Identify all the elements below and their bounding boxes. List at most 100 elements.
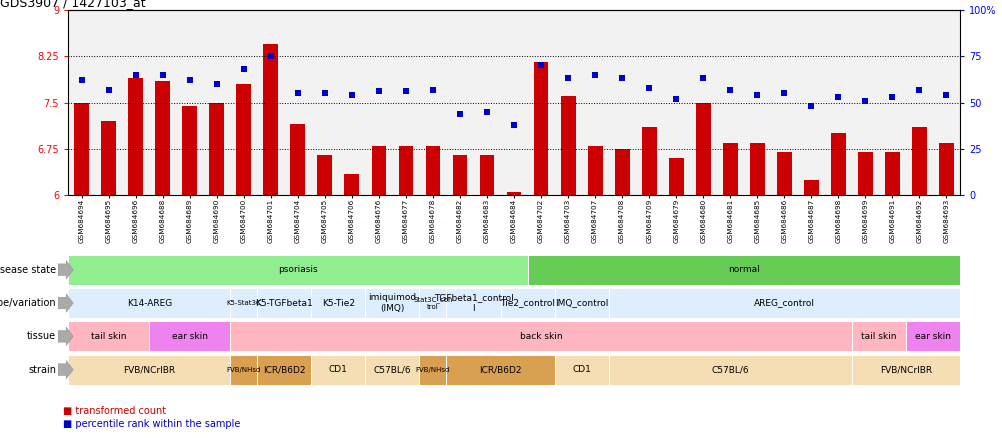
Bar bbox=[884, 152, 899, 195]
Bar bbox=[776, 152, 791, 195]
Bar bbox=[236, 84, 252, 195]
Point bbox=[100, 86, 116, 93]
Bar bbox=[911, 127, 926, 195]
Point bbox=[803, 103, 819, 110]
Bar bbox=[101, 121, 116, 195]
Point bbox=[263, 53, 279, 60]
Bar bbox=[371, 146, 386, 195]
Text: FVB/NCrIBR: FVB/NCrIBR bbox=[123, 365, 175, 374]
Point bbox=[532, 62, 548, 69]
Text: IMQ_control: IMQ_control bbox=[554, 298, 607, 308]
Point bbox=[721, 86, 737, 93]
Point bbox=[506, 121, 522, 128]
Bar bbox=[506, 192, 521, 195]
Bar bbox=[264, 44, 278, 195]
Point bbox=[425, 86, 441, 93]
Point bbox=[371, 88, 387, 95]
Text: Stat3C_con
trol: Stat3C_con trol bbox=[413, 296, 452, 310]
Point bbox=[586, 71, 602, 78]
Bar bbox=[749, 143, 764, 195]
Bar bbox=[425, 146, 440, 195]
Text: back skin: back skin bbox=[519, 332, 562, 341]
Point bbox=[559, 75, 575, 82]
Bar bbox=[803, 180, 818, 195]
Point bbox=[776, 90, 792, 97]
Point bbox=[667, 95, 683, 103]
Text: Tie2_control: Tie2_control bbox=[500, 298, 554, 308]
Text: imiquimod
(IMQ): imiquimod (IMQ) bbox=[368, 293, 416, 313]
Bar bbox=[560, 96, 575, 195]
Point bbox=[452, 110, 468, 117]
Point bbox=[208, 80, 224, 87]
Point bbox=[127, 71, 143, 78]
Bar bbox=[668, 158, 683, 195]
Bar bbox=[452, 155, 467, 195]
Text: strain: strain bbox=[28, 365, 56, 375]
Point bbox=[640, 84, 656, 91]
Text: FVB/NCrIBR: FVB/NCrIBR bbox=[879, 365, 931, 374]
Bar bbox=[938, 143, 953, 195]
Point bbox=[938, 91, 954, 99]
Point bbox=[884, 93, 900, 100]
Bar bbox=[398, 146, 413, 195]
Bar bbox=[479, 155, 494, 195]
Bar bbox=[344, 174, 359, 195]
Bar bbox=[830, 134, 845, 195]
Bar bbox=[318, 155, 332, 195]
Point bbox=[911, 86, 927, 93]
Point bbox=[317, 90, 333, 97]
Text: tail skin: tail skin bbox=[91, 332, 126, 341]
Bar bbox=[641, 127, 656, 195]
Point bbox=[748, 91, 765, 99]
Text: CD1: CD1 bbox=[571, 365, 590, 374]
Text: TGFbeta1_control
l: TGFbeta1_control l bbox=[433, 293, 513, 313]
Bar bbox=[128, 78, 143, 195]
Text: ICR/B6D2: ICR/B6D2 bbox=[479, 365, 521, 374]
Point bbox=[694, 75, 710, 82]
Point bbox=[857, 97, 873, 104]
Bar bbox=[614, 149, 629, 195]
Bar bbox=[74, 103, 89, 195]
Bar bbox=[587, 146, 602, 195]
Point bbox=[398, 88, 414, 95]
Text: AREG_control: AREG_control bbox=[753, 298, 814, 308]
Text: psoriasis: psoriasis bbox=[278, 265, 318, 274]
Point bbox=[73, 77, 89, 84]
Text: FVB/NHsd: FVB/NHsd bbox=[416, 367, 450, 373]
Text: K5-Stat3C: K5-Stat3C bbox=[226, 300, 261, 306]
Point bbox=[181, 77, 197, 84]
Bar bbox=[155, 81, 170, 195]
Text: FVB/NHsd: FVB/NHsd bbox=[226, 367, 261, 373]
Text: tail skin: tail skin bbox=[860, 332, 896, 341]
Text: ■ transformed count: ■ transformed count bbox=[63, 406, 166, 416]
Bar bbox=[182, 106, 197, 195]
Bar bbox=[533, 62, 548, 195]
Bar bbox=[857, 152, 872, 195]
Text: C57BL/6: C57BL/6 bbox=[374, 365, 411, 374]
Point bbox=[290, 90, 306, 97]
Text: GDS3907 / 1427103_at: GDS3907 / 1427103_at bbox=[0, 0, 145, 8]
Text: CD1: CD1 bbox=[329, 365, 348, 374]
Text: C57BL/6: C57BL/6 bbox=[710, 365, 748, 374]
Point bbox=[830, 93, 846, 100]
Text: disease state: disease state bbox=[0, 265, 56, 275]
Point bbox=[154, 71, 170, 78]
Text: ear skin: ear skin bbox=[914, 332, 950, 341]
Bar bbox=[209, 103, 224, 195]
Text: K5-TGFbeta1: K5-TGFbeta1 bbox=[256, 298, 313, 308]
Text: K14-AREG: K14-AREG bbox=[126, 298, 171, 308]
Text: tissue: tissue bbox=[27, 331, 56, 341]
Bar bbox=[695, 103, 709, 195]
Point bbox=[235, 66, 252, 73]
Bar bbox=[291, 124, 305, 195]
Text: normal: normal bbox=[727, 265, 759, 274]
Bar bbox=[722, 143, 736, 195]
Text: K5-Tie2: K5-Tie2 bbox=[322, 298, 355, 308]
Text: ■ percentile rank within the sample: ■ percentile rank within the sample bbox=[63, 419, 240, 429]
Point bbox=[344, 91, 360, 99]
Text: genotype/variation: genotype/variation bbox=[0, 298, 56, 308]
Text: ear skin: ear skin bbox=[171, 332, 207, 341]
Text: ICR/B6D2: ICR/B6D2 bbox=[263, 365, 306, 374]
Point bbox=[479, 108, 495, 115]
Point bbox=[613, 75, 629, 82]
